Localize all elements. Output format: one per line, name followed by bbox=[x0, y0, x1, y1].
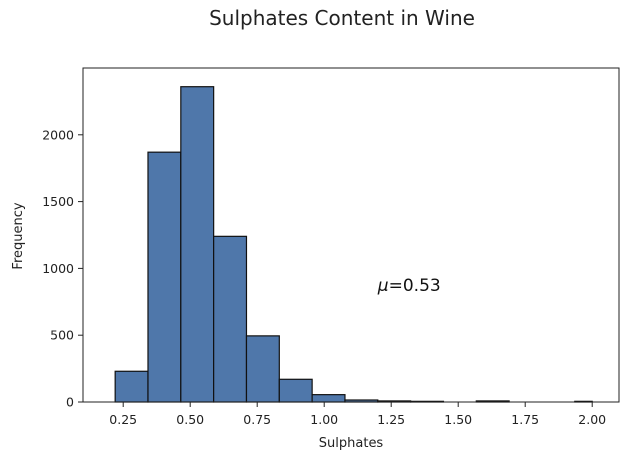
x-axis-label: Sulphates bbox=[319, 436, 384, 451]
x-tick-label: 2.00 bbox=[578, 412, 606, 427]
y-axis-label: Frequency bbox=[11, 202, 26, 269]
histogram-bar bbox=[311, 394, 346, 403]
y-tick-label: 1500 bbox=[42, 194, 74, 209]
plot-frame bbox=[82, 67, 620, 403]
x-tick-label: 0.25 bbox=[109, 412, 137, 427]
histogram-bar bbox=[213, 235, 248, 403]
x-tick-label: 0.75 bbox=[243, 412, 271, 427]
x-tick-label: 1.50 bbox=[444, 412, 472, 427]
chart-title: Sulphates Content in Wine bbox=[209, 6, 475, 30]
x-tick-label: 1.75 bbox=[511, 412, 539, 427]
x-axis-ticks: 0.25 0.50 0.75 1.00 1.25 1.50 1.75 2.00 bbox=[109, 402, 606, 427]
y-axis-label-group: Frequency bbox=[11, 202, 26, 269]
y-tick-label: 1000 bbox=[42, 261, 74, 276]
x-tick-label: 1.25 bbox=[377, 412, 405, 427]
mean-value: =0.53 bbox=[389, 276, 441, 296]
histogram-bar bbox=[245, 335, 280, 403]
x-tick-label: 0.50 bbox=[176, 412, 204, 427]
y-tick-label: 0 bbox=[66, 395, 74, 410]
histogram-bars bbox=[114, 86, 593, 403]
plot-area: 0.25 0.50 0.75 1.00 1.25 1.50 1.75 2.00 0 500 100… bbox=[42, 67, 620, 427]
histogram-bar bbox=[114, 370, 149, 403]
mean-symbol: μ bbox=[377, 276, 389, 296]
mean-annotation: μ=0.53 bbox=[377, 276, 441, 296]
y-tick-label: 500 bbox=[50, 328, 74, 343]
y-axis-ticks: 0 500 1000 1500 2000 bbox=[42, 127, 83, 410]
x-tick-label: 1.00 bbox=[310, 412, 338, 427]
histogram-bar bbox=[147, 151, 182, 403]
histogram-bar bbox=[180, 86, 215, 403]
y-tick-label: 2000 bbox=[42, 127, 74, 142]
histogram-bar bbox=[278, 378, 313, 403]
